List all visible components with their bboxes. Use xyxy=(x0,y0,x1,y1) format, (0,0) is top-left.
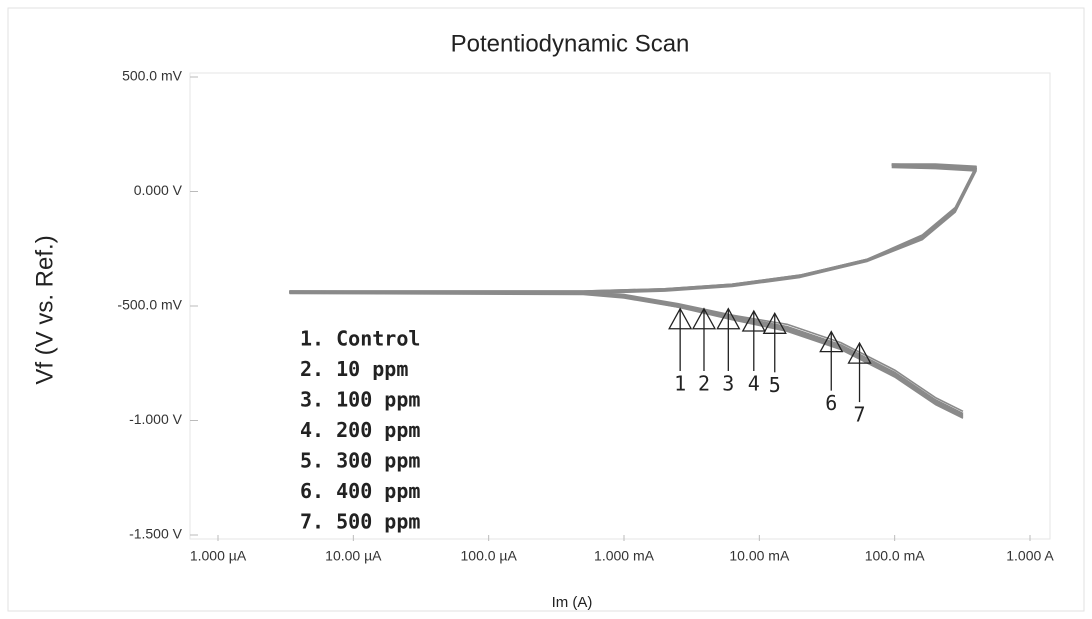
annotation-label: 7 xyxy=(854,403,866,427)
x-tick-label: 10.00 mA xyxy=(729,548,790,564)
y-tick-label: 0.000 V xyxy=(134,182,183,198)
x-tick-label: 100.0 mA xyxy=(865,548,926,564)
y-axis-label: Vf (V vs. Ref.) xyxy=(31,235,58,384)
x-tick-label: 100.0 µA xyxy=(461,548,518,564)
annotation-label: 3 xyxy=(722,372,734,396)
chart-title: Potentiodynamic Scan xyxy=(451,30,690,57)
x-tick-label: 1.000 µA xyxy=(190,548,247,564)
legend-entry: 7. 500 ppm xyxy=(300,510,420,534)
y-tick-label: -1.000 V xyxy=(129,411,183,427)
y-tick-label: -500.0 mV xyxy=(117,297,182,313)
legend-entry: 6. 400 ppm xyxy=(300,479,420,503)
x-axis-label: Im (A) xyxy=(552,594,593,611)
annotation-label: 6 xyxy=(825,391,837,415)
legend-entry: 4. 200 ppm xyxy=(300,418,420,442)
y-tick-label: -1.500 V xyxy=(129,526,183,542)
legend-entry: 1. Control xyxy=(300,327,420,351)
legend-entry: 3. 100 ppm xyxy=(300,388,420,412)
annotation-label: 1 xyxy=(674,372,686,396)
legend-entry: 5. 300 ppm xyxy=(300,449,420,473)
y-tick-label: 500.0 mV xyxy=(122,68,183,84)
annotation-label: 4 xyxy=(748,372,760,396)
frame xyxy=(7,7,1085,612)
x-tick-label: 10.00 µA xyxy=(325,548,382,564)
annotation-label: 2 xyxy=(698,372,710,396)
x-tick-label: 1.000 A xyxy=(1006,548,1054,564)
x-tick-label: 1.000 mA xyxy=(594,548,655,564)
legend-entry: 2. 10 ppm xyxy=(300,357,408,381)
annotation-label: 5 xyxy=(769,373,781,397)
